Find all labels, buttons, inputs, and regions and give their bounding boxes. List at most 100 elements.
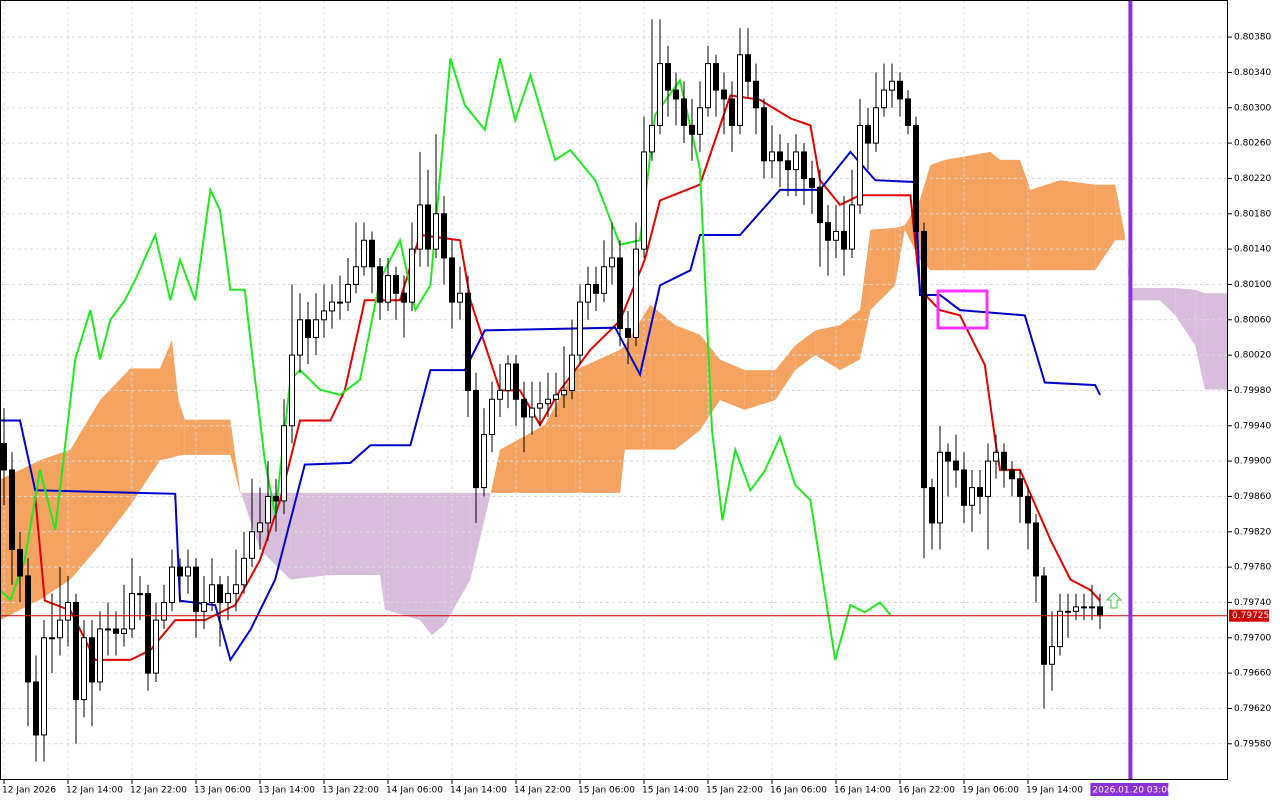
cloud-area: [544, 370, 576, 493]
candle-body: [649, 124, 655, 153]
x-tick-label: 19 Jan 14:00: [1026, 786, 1083, 796]
cloud-area: [675, 325, 700, 450]
candle-body: [825, 222, 831, 241]
candle-body: [801, 151, 807, 179]
candle-body: [41, 637, 47, 736]
candle-body: [169, 566, 175, 603]
candle-body: [553, 394, 559, 400]
candle-body: [433, 213, 439, 250]
candle-body: [289, 354, 295, 427]
candle-body: [305, 319, 311, 338]
candle-body: [809, 177, 815, 188]
cloud-area: [444, 492, 471, 625]
cloud-area: [1030, 180, 1060, 271]
x-tick-label: 16 Jan 14:00: [834, 786, 891, 796]
candle-body: [721, 89, 727, 100]
candle-body: [449, 257, 455, 303]
candle-body: [833, 230, 839, 241]
candle-body: [1025, 495, 1031, 524]
cloud-area: [1130, 287, 1160, 301]
candle-body: [609, 257, 615, 268]
candle-body: [297, 319, 303, 356]
vline-label-box: [1090, 783, 1169, 796]
candle-body: [929, 487, 935, 524]
candle-body: [137, 593, 143, 596]
candle-body: [481, 434, 487, 489]
candle-body: [577, 301, 583, 356]
cloud-area: [100, 368, 131, 546]
candle-body: [409, 248, 415, 303]
cloud-area: [860, 229, 871, 360]
candle-body: [113, 628, 119, 634]
candle-body: [1009, 469, 1015, 480]
candle-body: [673, 89, 679, 100]
candle-body: [313, 319, 319, 338]
cloud-area: [230, 419, 240, 493]
cloud-area: [500, 424, 545, 493]
candle-body: [177, 566, 183, 577]
candle-body: [257, 522, 263, 533]
candle-body: [1001, 451, 1007, 471]
indicator-line: [34, 94, 1101, 661]
candle-body: [761, 107, 767, 162]
x-tick-label: 12 Jan 14:00: [66, 786, 123, 796]
candle-body: [201, 601, 207, 612]
candle-body: [193, 566, 199, 612]
cloud-area: [870, 227, 896, 311]
cloud-area: [624, 304, 651, 450]
candle-body: [473, 389, 479, 489]
cloud-area: [432, 492, 445, 636]
candle-body: [161, 601, 167, 621]
cloud-area: [1115, 184, 1125, 241]
cloud-area: [130, 368, 160, 506]
candle-body: [249, 531, 255, 559]
y-tick-label: 0.80140: [1234, 245, 1271, 255]
cloud-area: [184, 419, 231, 455]
cloud-area: [70, 400, 100, 580]
candle-body: [337, 301, 343, 304]
cloud-area: [240, 492, 260, 550]
cloud-area: [795, 330, 816, 371]
cloud-area: [744, 370, 776, 410]
candle-body: [857, 124, 863, 206]
candle-body: [817, 186, 823, 224]
cloud-area: [490, 449, 500, 493]
candle-body: [145, 593, 151, 674]
y-tick-label: 0.79660: [1234, 669, 1271, 679]
candle-body: [401, 292, 407, 303]
y-tick-label: 0.80060: [1234, 315, 1271, 325]
candle-body: [905, 98, 911, 126]
candle-body: [665, 63, 671, 91]
candle-body: [521, 398, 527, 418]
y-tick-label: 0.79820: [1234, 527, 1271, 537]
y-tick-label: 0.79900: [1234, 457, 1271, 467]
candle-body: [729, 98, 735, 126]
candle-body: [225, 593, 231, 603]
candle-body: [953, 460, 959, 471]
candle-body: [121, 628, 127, 634]
candle-body: [513, 363, 519, 400]
candle-body: [849, 204, 855, 250]
candle-body: [753, 80, 759, 109]
candle-body: [217, 584, 223, 603]
x-tick-label: 14 Jan 14:00: [450, 786, 507, 796]
candle-body: [977, 487, 983, 497]
y-tick-label: 0.79620: [1234, 704, 1271, 714]
candle-body: [417, 204, 423, 250]
candle-body: [489, 398, 495, 436]
candle-body: [385, 275, 391, 303]
vline-label: 2026.01.20 03:00: [1092, 786, 1173, 796]
candle-body: [633, 248, 639, 338]
candle-body: [705, 63, 711, 109]
cloud-area: [290, 492, 331, 580]
vertical-line: [1128, 0, 1133, 780]
cloud-layer: [0, 151, 1228, 636]
y-tick-label: 0.79700: [1234, 633, 1271, 643]
candle-body: [961, 469, 967, 506]
candle-body: [881, 89, 887, 109]
candle-body: [441, 213, 447, 259]
candle-body: [873, 107, 879, 144]
candle-body: [1017, 478, 1023, 497]
